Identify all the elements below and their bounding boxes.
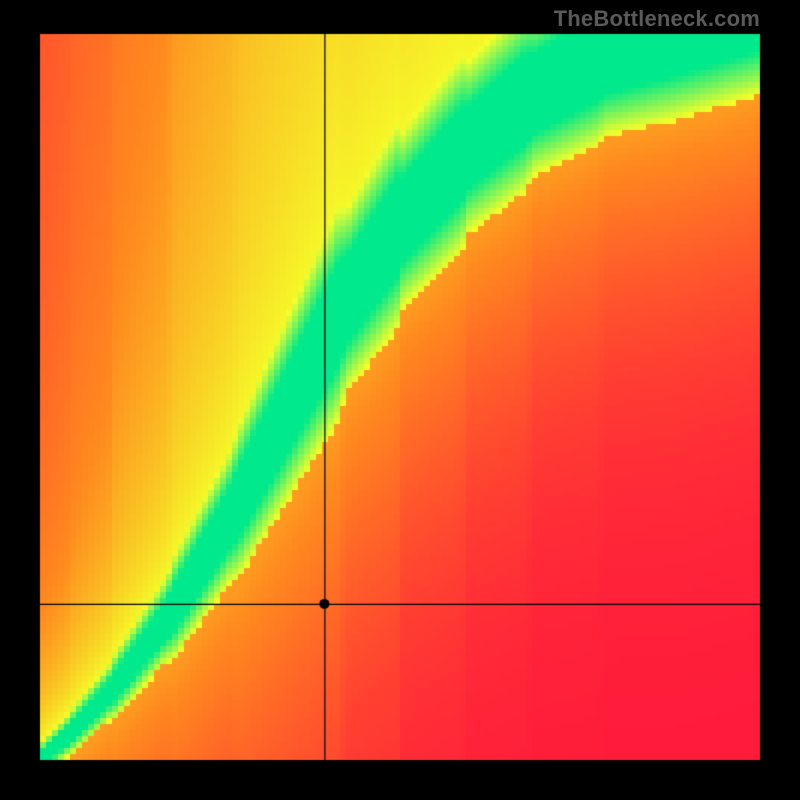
heatmap-canvas: [0, 0, 800, 800]
chart-container: TheBottleneck.com: [0, 0, 800, 800]
watermark-text: TheBottleneck.com: [554, 6, 760, 32]
